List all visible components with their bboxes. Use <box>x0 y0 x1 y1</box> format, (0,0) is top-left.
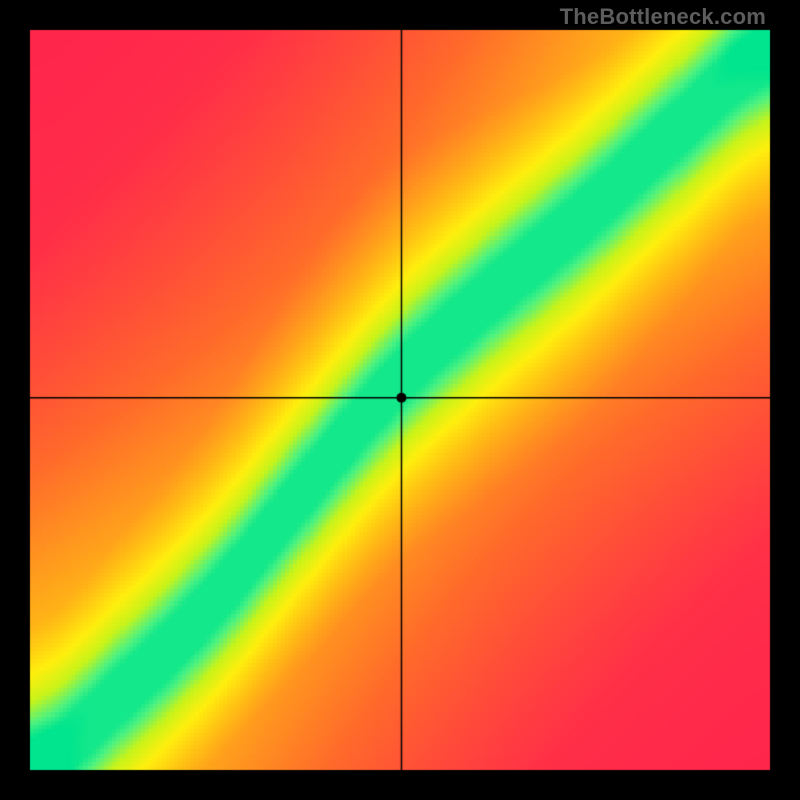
bottleneck-heatmap <box>0 0 800 800</box>
chart-frame: { "watermark": { "text": "TheBottleneck.… <box>0 0 800 800</box>
watermark-text: TheBottleneck.com <box>560 4 766 30</box>
